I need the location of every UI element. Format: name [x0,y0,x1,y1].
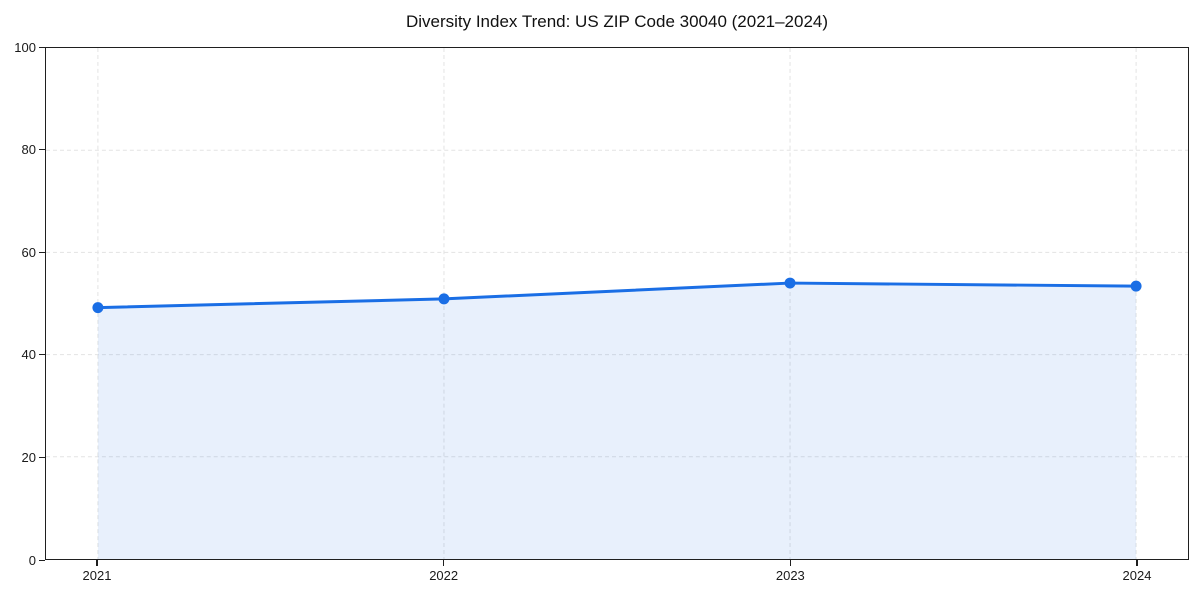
y-axis-tick [39,559,45,561]
y-tick-label: 40 [21,347,36,363]
data-point-marker [784,277,796,289]
y-tick-label: 0 [28,552,36,568]
plot-area [45,47,1189,560]
data-point-marker [438,293,450,305]
chart-title: Diversity Index Trend: US ZIP Code 30040… [405,12,829,31]
x-axis-tick [96,560,98,566]
x-axis-tick [1136,560,1138,566]
y-tick-label: 100 [14,39,36,55]
data-point-marker [1130,280,1142,292]
data-point-marker [92,302,104,314]
y-tick-label: 60 [21,244,36,260]
y-axis-tick [39,456,45,459]
trend-line [96,281,1138,310]
x-axis-tick [443,560,445,566]
plot-canvas [46,48,1188,559]
y-tick-label: 80 [21,142,36,158]
y-axis-tick [39,46,45,48]
y-axis-tick [39,251,45,253]
x-tick-label: 2022 [429,568,459,583]
area-fill [97,283,1137,559]
y-axis-tick [39,149,45,151]
x-tick-label: 2024 [1122,568,1152,583]
y-axis-tick [39,354,45,356]
x-tick-label: 2021 [82,568,112,583]
y-tick-label: 20 [21,449,36,465]
x-tick-label: 2023 [775,568,805,583]
x-axis-tick [789,560,791,566]
